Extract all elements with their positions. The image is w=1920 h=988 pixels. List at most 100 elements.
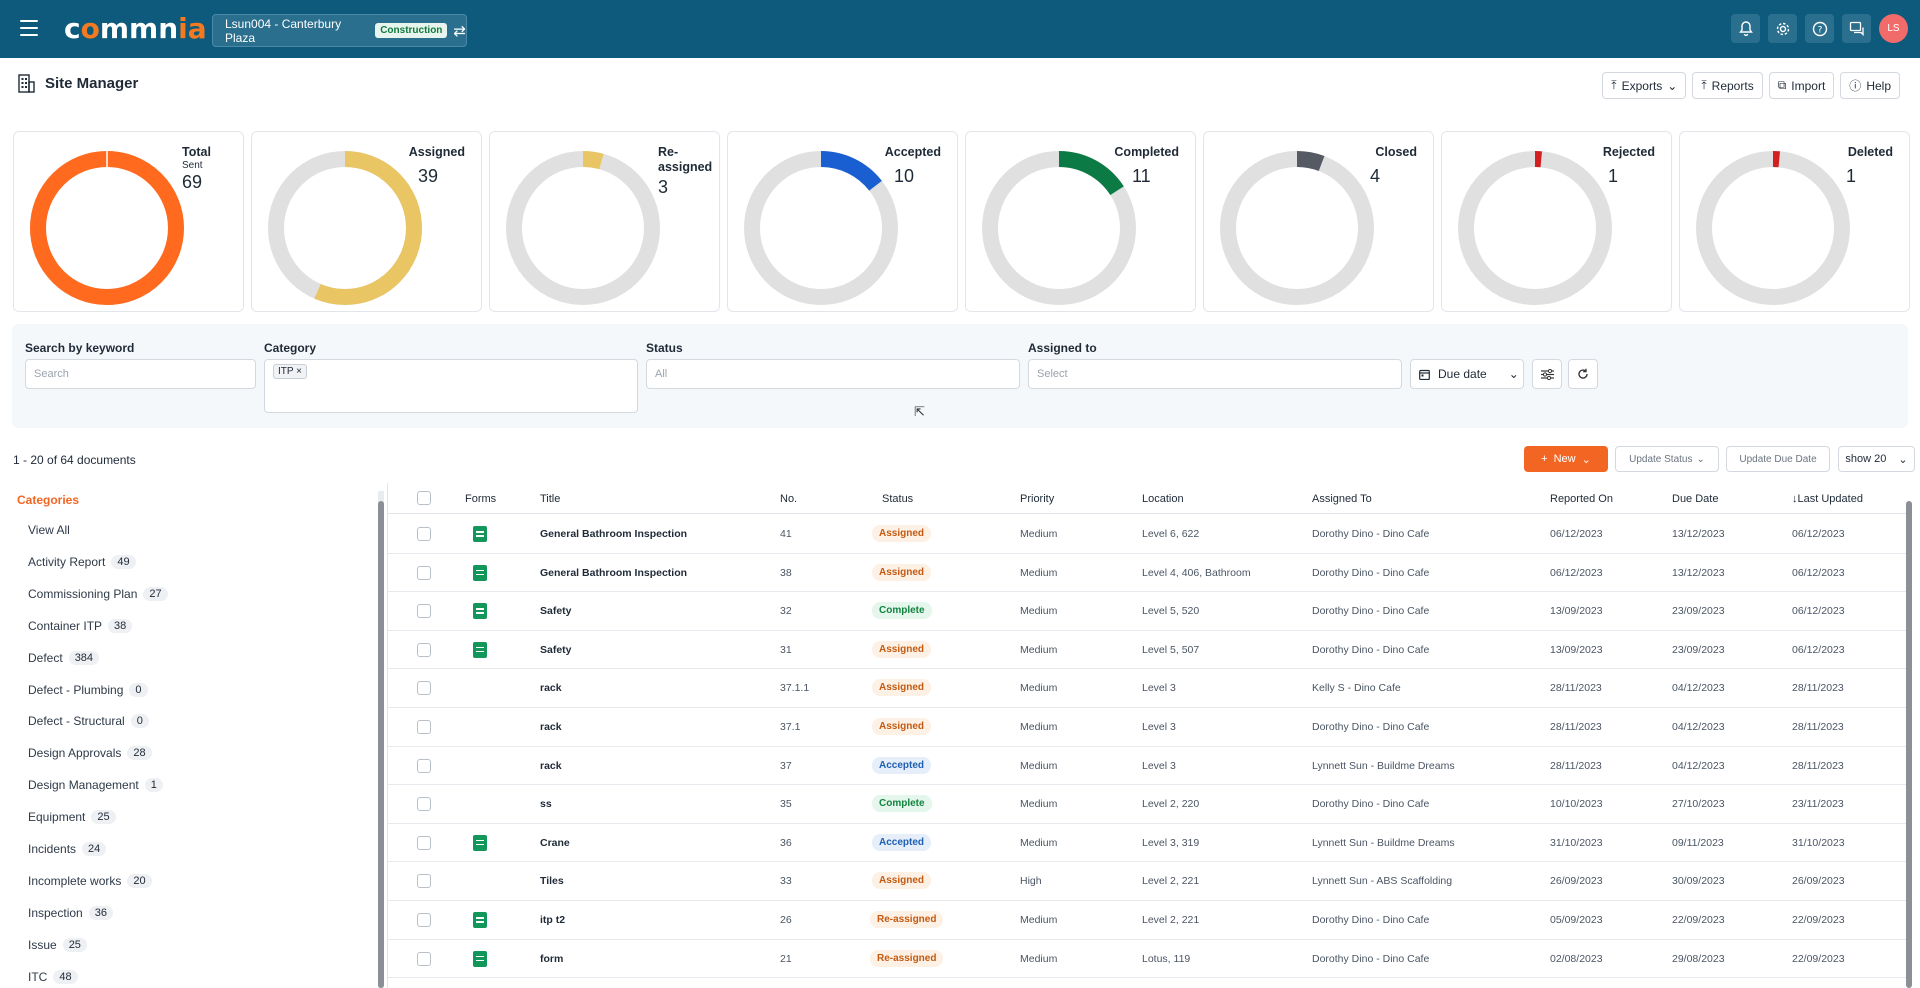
update-due-date-button[interactable]: Update Due Date	[1726, 446, 1830, 472]
row-checkbox[interactable]	[417, 913, 431, 927]
table-row[interactable]: rack 37 Medium Level 3 Lynnett Sun - Buildme…	[388, 747, 1912, 786]
stat-card-total[interactable]: Total Sent 69	[13, 131, 244, 312]
table-scrollbar-thumb[interactable]	[1906, 501, 1912, 988]
cell-title[interactable]: itp t2	[540, 914, 566, 926]
form-document-icon[interactable]	[473, 950, 487, 967]
category-chip[interactable]: ITP ×	[273, 364, 308, 379]
column-header-status[interactable]: Status	[882, 493, 914, 505]
column-header-title[interactable]: Title	[540, 493, 561, 505]
category-item[interactable]: Design Management 1	[28, 778, 163, 793]
row-checkbox[interactable]	[417, 797, 431, 812]
table-row[interactable]: form 21 Medium Lotus, 119 Dorothy Dino - Din…	[388, 940, 1912, 979]
user-avatar[interactable]: LS	[1879, 14, 1908, 43]
column-header-reported-on[interactable]: Reported On	[1550, 493, 1613, 505]
row-checkbox[interactable]	[417, 642, 431, 657]
category-item[interactable]: Issue 25	[28, 937, 87, 952]
form-document-icon[interactable]	[473, 603, 487, 620]
table-row[interactable]: Crane 36 Medium Level 3, 319 Lynnett Sun - B…	[388, 824, 1912, 863]
column-header-assigned-to[interactable]: Assigned To	[1312, 493, 1372, 505]
reports-button[interactable]: ⤒ Reports	[1692, 72, 1763, 99]
form-document-icon[interactable]	[473, 641, 487, 658]
settings-gear-icon[interactable]	[1768, 14, 1797, 43]
stat-card-closed[interactable]: Closed 4	[1203, 131, 1434, 312]
table-row[interactable]: ss 35 Medium Level 2, 220 Dorothy Dino - Din…	[388, 785, 1912, 824]
sidebar-scrollbar-thumb[interactable]	[378, 501, 384, 988]
stat-card-completed[interactable]: Completed 11	[965, 131, 1196, 312]
cell-title[interactable]: rack	[540, 682, 562, 695]
form-document-icon[interactable]	[473, 912, 487, 928]
table-row[interactable]: Safety 32 Medium Level 5, 520 Dorothy Dino -…	[388, 592, 1912, 631]
category-item[interactable]: Incidents 24	[28, 842, 107, 856]
row-checkbox[interactable]	[417, 874, 431, 889]
cell-title[interactable]: General Bathroom Inspection	[540, 528, 688, 540]
column-header-forms[interactable]: Forms	[465, 493, 497, 505]
update-status-button[interactable]: Update Status ⌄	[1615, 446, 1719, 472]
cell-title[interactable]: Safety	[540, 605, 572, 618]
stat-card-assigned[interactable]: Assigned 39	[251, 131, 482, 312]
form-document-icon[interactable]	[473, 526, 487, 542]
due-date-dropdown[interactable]: Due date ⌄	[1410, 359, 1524, 389]
category-select[interactable]: ITP ×	[264, 359, 638, 413]
page-size-select[interactable]: show 20 ⌄	[1838, 446, 1915, 472]
stat-card-reassigned[interactable]: Re-assigned 3	[489, 131, 720, 312]
form-document-icon[interactable]	[473, 564, 487, 581]
category-item[interactable]: Defect - Plumbing 0	[28, 682, 148, 697]
cell-title[interactable]: rack	[540, 721, 562, 733]
category-item[interactable]: Incomplete works 20	[28, 873, 152, 888]
row-checkbox[interactable]	[417, 604, 431, 619]
help-icon[interactable]: ?	[1805, 14, 1834, 43]
category-item[interactable]: Equipment 25	[28, 810, 116, 825]
form-document-icon[interactable]	[473, 834, 487, 851]
cell-title[interactable]: form	[540, 952, 564, 965]
row-checkbox[interactable]	[417, 681, 431, 696]
chat-icon[interactable]	[1842, 14, 1871, 43]
menu-icon[interactable]	[20, 20, 38, 36]
project-switcher[interactable]: Lsun004 - Canterbury Plaza Construction …	[212, 14, 467, 47]
cell-title[interactable]: rack	[540, 759, 562, 772]
column-header-location[interactable]: Location	[1142, 493, 1184, 505]
table-row[interactable]: General Bathroom Inspection 41 Medium Level…	[388, 515, 1912, 554]
select-all-checkbox[interactable]	[417, 491, 431, 505]
column-header-due-date[interactable]: Due Date	[1672, 493, 1719, 505]
row-checkbox[interactable]	[417, 527, 431, 541]
row-checkbox[interactable]	[417, 720, 431, 734]
filter-options-button[interactable]	[1532, 359, 1562, 389]
row-checkbox[interactable]	[417, 565, 431, 580]
help-button[interactable]: ⓘ Help	[1840, 72, 1900, 99]
category-item[interactable]: View All	[28, 523, 70, 537]
category-item[interactable]: Container ITP 38	[28, 618, 133, 633]
table-row[interactable]: Safety 31 Medium Level 5, 507 Dorothy Dino -…	[388, 631, 1912, 670]
category-item[interactable]: Design Approvals 28	[28, 746, 152, 761]
table-row[interactable]: rack 37.1.1 Medium Level 3 Kelly S - Dino Ca…	[388, 669, 1912, 708]
column-header-last-updated[interactable]: ↓Last Updated	[1792, 493, 1863, 505]
column-header-priority[interactable]: Priority	[1020, 493, 1055, 505]
import-button[interactable]: ⧉ Import	[1768, 72, 1835, 99]
exports-button[interactable]: ⤒ Exports ⌄	[1602, 72, 1687, 99]
category-item[interactable]: ITC 48	[28, 969, 78, 984]
table-row[interactable]: Tiles 33 High Level 2, 221 Lynnett Sun - ABS…	[388, 862, 1912, 901]
assigned-select[interactable]: Select	[1028, 359, 1402, 389]
cell-title[interactable]: Safety	[540, 643, 572, 656]
search-input[interactable]: Search	[25, 359, 256, 389]
cell-title[interactable]: Crane	[540, 836, 570, 849]
status-select[interactable]: All	[646, 359, 1020, 389]
category-item[interactable]: Inspection 36	[28, 905, 113, 920]
cell-title[interactable]: Tiles	[540, 875, 564, 888]
table-row[interactable]: General Bathroom Inspection 38 Medium Level…	[388, 554, 1912, 593]
cell-title[interactable]: General Bathroom Inspection	[540, 566, 688, 579]
stat-card-rejected[interactable]: Rejected 1	[1441, 131, 1672, 312]
category-item[interactable]: Defect - Structural 0	[28, 714, 149, 729]
notification-bell-icon[interactable]	[1731, 14, 1760, 43]
table-row[interactable]: rack 37.1 Medium Level 3 Dorothy Dino - Dino…	[388, 708, 1912, 747]
category-item[interactable]: Commissioning Plan 27	[28, 586, 168, 601]
table-row[interactable]: itp t2 26 Medium Level 2, 221 Dorothy Dino -…	[388, 901, 1912, 940]
column-header-number[interactable]: No.	[780, 493, 798, 505]
row-checkbox[interactable]	[417, 758, 431, 773]
stat-card-accepted[interactable]: Accepted 10	[727, 131, 958, 312]
stat-card-deleted[interactable]: Deleted 1	[1679, 131, 1910, 312]
close-icon[interactable]: ×	[296, 366, 303, 377]
reset-filters-button[interactable]	[1568, 359, 1598, 389]
new-button[interactable]: + New ⌄	[1524, 446, 1608, 472]
row-checkbox[interactable]	[417, 951, 431, 966]
cell-title[interactable]: ss	[540, 798, 552, 811]
